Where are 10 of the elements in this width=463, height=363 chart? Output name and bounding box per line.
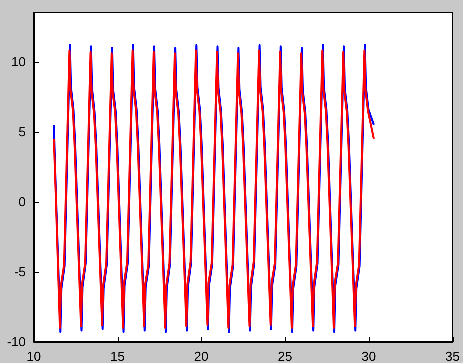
x-tick-label: 35 [446, 349, 460, 363]
x-tick-label: 30 [362, 349, 376, 363]
x-tick-label: 15 [110, 349, 125, 363]
y-tick-label: 10 [12, 54, 26, 70]
x-tick-label: 20 [194, 349, 209, 363]
x-tick-label: 25 [278, 349, 292, 363]
y-tick-label: -10 [7, 334, 26, 350]
y-tick-label: 0 [18, 194, 26, 210]
y-tick-label: 5 [18, 124, 26, 140]
y-tick-label: -5 [14, 264, 26, 280]
